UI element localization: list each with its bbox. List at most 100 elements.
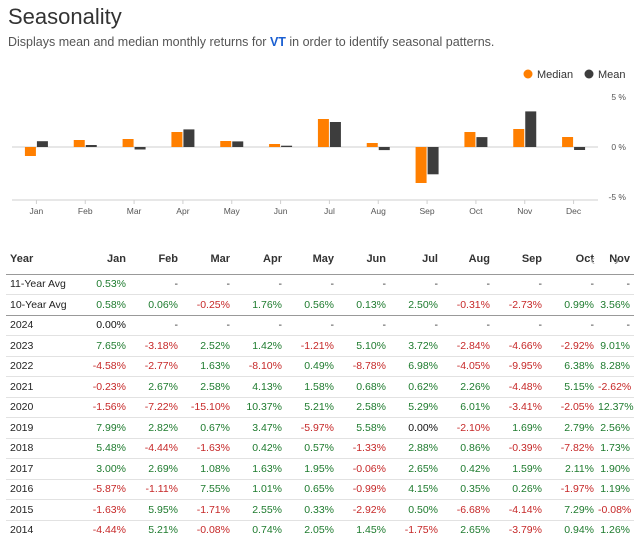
scroll-left-icon[interactable]: ‹ <box>590 252 596 269</box>
table-cell: -3.79% <box>494 520 546 538</box>
column-header-mar[interactable]: Mar <box>182 244 234 275</box>
row-year-label: 2014 <box>6 520 76 538</box>
column-header-oct[interactable]: Oct <box>546 244 598 275</box>
table-cell: 5.21% <box>130 520 182 538</box>
table-cell: 0.50% <box>390 499 442 521</box>
bar-mean-may <box>232 141 244 147</box>
table-row: 2020 -1.56% -7.22% -15.10% 10.37% 5.21% 2.58% 5… <box>6 397 634 418</box>
table-cell: 1.63% <box>234 458 286 480</box>
table-cell: - <box>182 274 234 295</box>
page-title: Seasonality <box>8 4 122 29</box>
ticker-link[interactable]: VT <box>269 35 286 49</box>
table-cell: 0.35% <box>442 479 494 500</box>
table-cell: -15.10% <box>182 397 234 418</box>
table-cell: 2.58% <box>338 397 390 418</box>
table-cell: 7.99% <box>76 417 130 439</box>
subtitle-text-after: in order to identify seasonal patterns. <box>285 35 495 49</box>
bar-median-jan <box>24 147 36 156</box>
table-row: 11-Year Avg 0.53% - - - - - - - - - - <box>6 274 634 295</box>
table-cell: -8.10% <box>234 356 286 377</box>
seasonality-chart: Median Mean Jan Feb Mar Apr May Jun Jul Aug Sep Oc… <box>12 69 626 216</box>
table-cell: 0.68% <box>338 376 390 398</box>
table-cell: 0.56% <box>286 294 338 316</box>
column-header-jan[interactable]: Jan <box>76 244 130 275</box>
table-cell: - <box>390 274 442 295</box>
table-cell: 0.26% <box>494 479 546 500</box>
returns-table-container[interactable]: Year Jan Feb Mar Apr May Jun Jul Aug Sep Oct Nov 11… <box>6 244 640 538</box>
table-cell: 2.58% <box>182 376 234 398</box>
bar-mean-jun <box>281 145 293 147</box>
table-cell: -1.56% <box>76 397 130 418</box>
table-cell: 6.98% <box>390 356 442 377</box>
table-cell: -0.31% <box>442 294 494 316</box>
table-cell: 1.69% <box>494 417 546 439</box>
scroll-right-icon[interactable]: › <box>614 252 620 269</box>
table-cell: -4.44% <box>76 520 130 538</box>
bar-mean-sep <box>427 147 439 175</box>
x-tick-label: Apr <box>176 206 189 216</box>
legend-label-mean: Mean <box>598 69 626 81</box>
table-cell: 2.05% <box>286 520 338 538</box>
table-row: 2018 5.48% -4.44% -1.63% 0.42% 0.57% -1.33% 2.8… <box>6 438 634 459</box>
table-cell: - <box>234 315 286 336</box>
table-cell: -0.06% <box>338 458 390 480</box>
column-header-feb[interactable]: Feb <box>130 244 182 275</box>
legend-marker-median <box>523 69 533 79</box>
column-header-apr[interactable]: Apr <box>234 244 286 275</box>
table-row: 2015 -1.63% 5.95% -1.71% 2.55% 0.33% -2.92% 0.5… <box>6 499 634 521</box>
column-header-may[interactable]: May <box>286 244 338 275</box>
table-cell: -1.33% <box>338 438 390 459</box>
table-cell: -2.92% <box>546 335 598 357</box>
column-header-sep[interactable]: Sep <box>494 244 546 275</box>
table-cell: 5.10% <box>338 335 390 357</box>
table-cell: 1.63% <box>182 356 234 377</box>
table-cell: - <box>494 315 546 336</box>
table-cell: - <box>494 274 546 295</box>
table-cell: -4.48% <box>494 376 546 398</box>
table-cell: 3.72% <box>390 335 442 357</box>
table-cell: 1.90% <box>598 458 634 480</box>
table-cell: -4.66% <box>494 335 546 357</box>
column-header-aug[interactable]: Aug <box>442 244 494 275</box>
row-year-label: 2024 <box>6 315 76 336</box>
table-cell: -2.73% <box>494 294 546 316</box>
table-cell: -8.78% <box>338 356 390 377</box>
table-cell: -0.08% <box>182 520 234 538</box>
bar-median-nov <box>513 129 525 147</box>
legend-label-median: Median <box>537 69 573 81</box>
chart-x-labels: Jan Feb Mar Apr May Jun Jul Aug Sep Oct Nov Dec <box>30 206 582 216</box>
table-cell: 1.26% <box>598 520 634 538</box>
x-tick-label: Aug <box>371 206 386 216</box>
table-row: 2023 7.65% -3.18% 2.52% 1.42% -1.21% 5.10% 3.72… <box>6 335 634 357</box>
table-cell: 5.58% <box>338 417 390 439</box>
bar-mean-feb <box>85 145 97 147</box>
bar-mean-mar <box>134 147 146 150</box>
table-cell: -5.97% <box>286 417 338 439</box>
table-cell: -9.95% <box>494 356 546 377</box>
table-cell: 0.13% <box>338 294 390 316</box>
table-cell: -0.39% <box>494 438 546 459</box>
table-cell: 0.86% <box>442 438 494 459</box>
table-cell: 2.11% <box>546 458 598 480</box>
table-cell: -4.05% <box>442 356 494 377</box>
column-header-jun[interactable]: Jun <box>338 244 390 275</box>
table-cell: 2.88% <box>390 438 442 459</box>
column-header-jul[interactable]: Jul <box>390 244 442 275</box>
table-cell: - <box>338 274 390 295</box>
legend-marker-mean <box>584 69 594 79</box>
table-cell: -2.62% <box>598 376 634 398</box>
table-cell: -2.77% <box>130 356 182 377</box>
x-tick-label: Dec <box>566 206 582 216</box>
table-cell: 1.73% <box>598 438 634 459</box>
table-cell: 2.55% <box>234 499 286 521</box>
table-cell: 6.38% <box>546 356 598 377</box>
table-cell: 0.00% <box>390 417 442 439</box>
y-tick-label: 5 % <box>611 92 626 102</box>
column-header-nov[interactable]: Nov <box>598 244 634 275</box>
column-header-year[interactable]: Year <box>6 244 76 275</box>
table-cell: 2.67% <box>130 376 182 398</box>
table-cell: 3.47% <box>234 417 286 439</box>
table-cell: 0.99% <box>546 294 598 316</box>
bar-median-apr <box>171 132 183 147</box>
x-tick-label: Oct <box>469 206 483 216</box>
